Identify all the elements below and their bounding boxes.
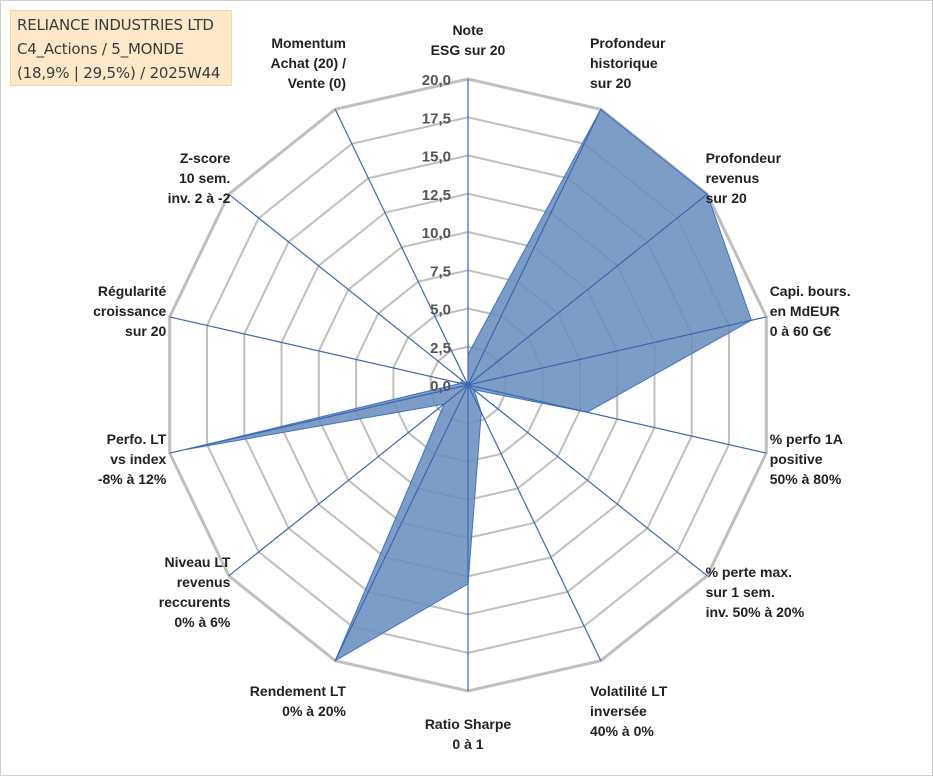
axis-spoke: [228, 384, 469, 577]
category-label: C4_Actions / 5_MONDE: [17, 40, 184, 58]
axis-spoke: [467, 384, 767, 454]
axis-spoke: [334, 384, 469, 661]
axis-label: Régularité croissance sur 20: [93, 283, 166, 339]
axis-label: Z-score 10 sem. inv. 2 à -2: [168, 150, 231, 206]
tick-labels: 0,0 2,5 5,0 7,5 10,0 12,5 15,0 17,5 20,0: [422, 72, 451, 395]
axis-spoke: [467, 109, 602, 386]
tick-label: 15,0: [422, 149, 451, 166]
axis-spoke: [467, 316, 767, 386]
stats-label: (18,9% | 29,5%) / 2025W44: [17, 64, 221, 82]
axis-spoke: [169, 316, 469, 386]
tick-label: 17,5: [422, 110, 451, 127]
axis-label: Note ESG sur 20: [431, 22, 506, 58]
axis-label: Ratio Sharpe 0 à 1: [425, 716, 512, 752]
tick-label: 20,0: [422, 72, 451, 89]
axis-spoke: [467, 193, 708, 386]
tick-label: 5,0: [430, 302, 451, 319]
axis-spoke: [467, 384, 602, 661]
axis-spoke: [467, 384, 708, 577]
axis-label: Perfo. LT vs index -8% à 12%: [98, 431, 167, 487]
info-box: RELIANCE INDUSTRIES LTD C4_Actions / 5_M…: [10, 10, 232, 86]
tick-label: 7,5: [430, 263, 451, 280]
tick-label: 12,5: [422, 187, 451, 204]
axis-label: Capi. bours. en MdEUR 0 à 60 G€: [770, 283, 851, 339]
axis-label: Profondeur revenus sur 20: [706, 150, 782, 206]
axis-spoke: [334, 109, 469, 386]
axis-label: Niveau LT revenus reccurents 0% à 6%: [159, 554, 231, 630]
tick-label: 0,0: [430, 378, 451, 395]
axis-label: Rendement LT 0% à 20%: [250, 683, 347, 719]
axis-label: % perfo 1A positive 50% à 80%: [770, 431, 843, 487]
company-name: RELIANCE INDUSTRIES LTD: [17, 16, 214, 34]
axis-label: % perte max. sur 1 sem. inv. 50% à 20%: [706, 564, 805, 620]
axis-spoke: [228, 193, 469, 386]
axis-label: Momentum Achat (20) / Vente (0): [271, 35, 347, 91]
axis-label: Profondeur historique sur 20: [590, 35, 666, 91]
tick-label: 2,5: [430, 340, 451, 357]
axis-label: Volatilité LT inversée 40% à 0%: [590, 683, 668, 739]
tick-label: 10,0: [422, 225, 451, 242]
spokes: [169, 79, 767, 691]
axis-spoke: [169, 384, 469, 454]
axis-labels: Note ESG sur 20 Profondeur historique sur 20…: [93, 22, 850, 752]
